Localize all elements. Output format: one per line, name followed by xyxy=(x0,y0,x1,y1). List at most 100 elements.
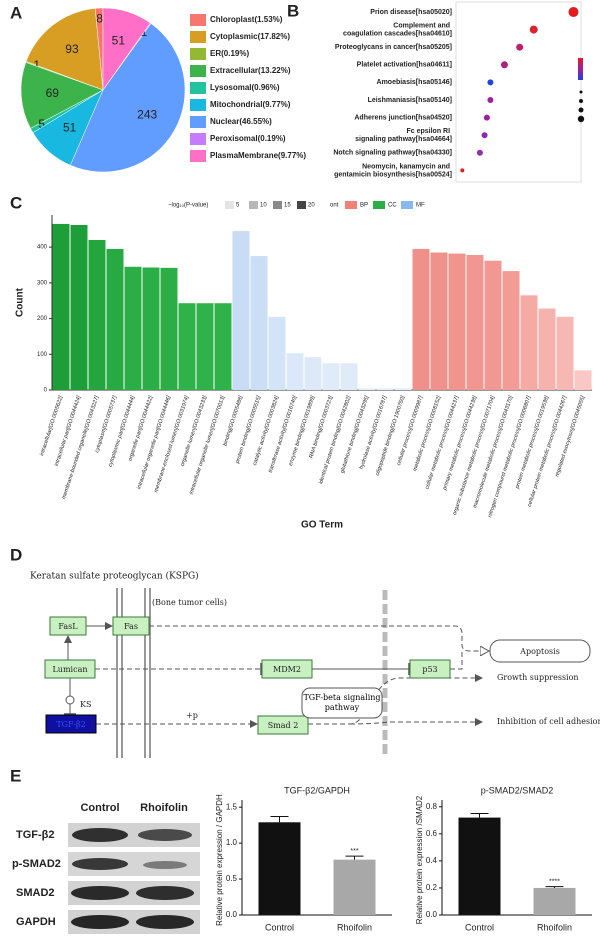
ks-node xyxy=(65,695,75,705)
bar xyxy=(376,388,394,390)
plot-frame xyxy=(455,1,582,183)
x-tick-label: membrane-bounded organelle[GO:0043227] xyxy=(61,395,100,500)
bar xyxy=(538,308,556,390)
band xyxy=(138,829,192,841)
x-tick-label: protein metabolic process[GO:0019538] xyxy=(514,395,550,491)
size-key xyxy=(579,99,583,103)
legend-swatch xyxy=(190,82,206,94)
panel-label: D xyxy=(10,545,22,564)
node xyxy=(257,715,309,735)
legend-swatch xyxy=(225,201,234,209)
dot xyxy=(500,61,508,69)
term-label: Platelet activation[hsa04611] xyxy=(357,62,452,69)
x-tick-label: Control xyxy=(465,922,494,932)
dot xyxy=(476,149,483,156)
bar xyxy=(556,316,574,390)
bar xyxy=(358,388,376,390)
error-bar xyxy=(545,886,564,888)
legend-label: BP xyxy=(360,203,368,209)
legend-label: ER(0.19%) xyxy=(210,49,249,58)
bar xyxy=(52,223,70,390)
bar xyxy=(484,260,502,390)
y-axis-title: Relative protein expression / GAPDH xyxy=(215,794,224,926)
legend-swatch xyxy=(249,201,258,209)
membrane xyxy=(116,588,388,758)
lane-label: Control xyxy=(80,802,119,814)
y-tick-label: 0.0 xyxy=(426,910,438,919)
band xyxy=(136,915,194,929)
outcome-label: Inhibition of cell adhesion xyxy=(497,717,600,726)
legend-swatch xyxy=(190,133,206,145)
row-label: TGF-β2 xyxy=(16,829,55,841)
legend-label: Mitochondrial(9.77%) xyxy=(210,100,291,109)
bar xyxy=(268,316,286,390)
node-label: MDM2 xyxy=(273,665,301,674)
x-tick-label: membrane-enclosed lumen[GO:0031974] xyxy=(153,395,190,494)
size-key xyxy=(578,107,584,113)
node xyxy=(112,616,150,636)
node-label: Lumican xyxy=(52,665,87,674)
legend-swatch xyxy=(190,14,206,26)
pie-slice xyxy=(25,8,104,91)
diagram-title: Keratan sulfate proteoglycan (KSPG) xyxy=(30,571,199,582)
slice-label: 1 xyxy=(33,58,40,72)
legend-swatch xyxy=(273,201,282,209)
legend-label: MF xyxy=(416,203,425,209)
pathway-label: TGF-beta signaling pathway xyxy=(303,693,381,712)
slice-label: 69 xyxy=(46,86,60,100)
legend-swatch xyxy=(190,65,206,77)
legend-label: CC xyxy=(388,203,397,209)
significance: **** xyxy=(549,878,560,885)
node-label: Smad 2 xyxy=(268,721,299,730)
term-label: Neomycin, kanamycin and gentamicin biosy… xyxy=(334,163,452,178)
panel-label: A xyxy=(10,3,22,22)
y-tick-label: 100 xyxy=(37,352,48,358)
legend-label: 20 xyxy=(308,203,315,209)
term-label: Amoebiasis[hsa05146] xyxy=(377,79,452,86)
bar xyxy=(412,248,430,390)
legend-swatch xyxy=(373,201,385,209)
term-label: Leishmaniasis[hsa05140] xyxy=(368,97,452,104)
y-tick-label: 0 xyxy=(44,388,48,394)
row-label: GAPDH xyxy=(16,916,56,928)
size-key xyxy=(577,115,585,123)
y-tick-label: 200 xyxy=(37,316,48,322)
row-label: SMAD2 xyxy=(16,887,55,899)
term-label: Complement and coagulation cascades[hsa0… xyxy=(343,22,452,37)
legend-swatch xyxy=(190,116,206,128)
bar xyxy=(304,357,322,390)
chart-title: p-SMAD2/SMAD2 xyxy=(481,785,554,795)
band xyxy=(71,915,129,929)
slice-label: 5 xyxy=(38,117,45,131)
node-label: TGF-β2 xyxy=(56,720,85,729)
node xyxy=(261,659,313,679)
bar xyxy=(178,303,196,390)
legend-swatch xyxy=(401,201,413,209)
node-label: KS xyxy=(80,700,91,709)
bar xyxy=(574,370,592,390)
panel-label: C xyxy=(10,193,22,212)
arrow xyxy=(149,625,489,651)
x-tick-label: intracellular organelle part[GO:0044446] xyxy=(136,395,172,490)
bar xyxy=(142,267,160,390)
legend-label: 5 xyxy=(236,203,240,209)
phosphorylation: +p xyxy=(186,711,198,720)
term-label: Fc epsilon RI signaling pathway[hsa04664… xyxy=(355,128,452,143)
legend-label: Chloroplast(1.53%) xyxy=(210,15,283,24)
bar xyxy=(430,252,448,390)
x-tick-label: binding[GO:0005488] xyxy=(222,395,244,447)
bar xyxy=(232,231,250,390)
bar xyxy=(394,388,412,390)
node-label: p53 xyxy=(422,665,437,674)
cell-label: (Bone tumor cells) xyxy=(152,598,227,607)
pathway-diagram: D Keratan sulfate proteoglycan (KSPG) (B… xyxy=(10,545,600,758)
bar xyxy=(160,267,178,390)
pathway-box xyxy=(301,687,383,719)
bar xyxy=(333,859,376,915)
row-label: p-SMAD2 xyxy=(12,858,61,870)
y-tick-label: 0.5 xyxy=(226,874,238,883)
y-tick-label: 0.8 xyxy=(426,802,438,811)
lane-label: Rhoifolin xyxy=(140,802,188,814)
chart-title: TGF-β2/GAPDH xyxy=(284,785,350,795)
